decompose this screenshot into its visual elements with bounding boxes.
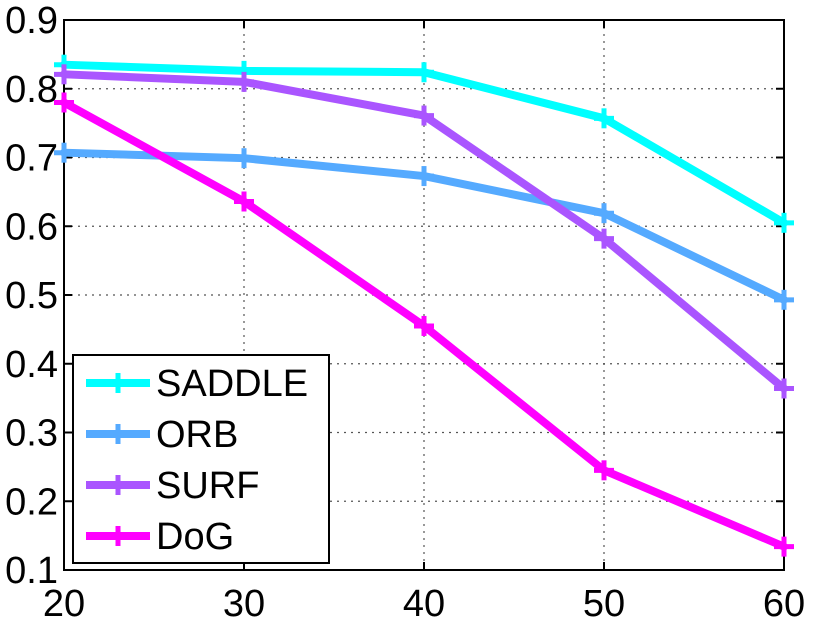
- legend-label-orb: ORB: [156, 414, 238, 456]
- y-tick-label: 0.8: [5, 69, 58, 111]
- y-tick-label: 0.7: [5, 138, 58, 180]
- data-point-saddle: [594, 108, 614, 129]
- legend-item-surf: SURF: [86, 465, 259, 507]
- x-tick-label: 60: [763, 583, 805, 625]
- legend-marker-surf: [108, 475, 128, 495]
- legend: SADDLE ORB SURF DoG: [72, 354, 330, 564]
- data-point-surf: [54, 64, 74, 85]
- data-point-orb: [774, 289, 794, 310]
- data-point-dog: [774, 536, 794, 557]
- data-point-saddle: [774, 212, 794, 233]
- axes: 20 30 40 50 60 0.1 0.2 0.3 0.4 0.5 0.6 0.7 0.8 0.9: [5, 0, 805, 625]
- series-group: [54, 54, 794, 557]
- legend-label-saddle: SADDLE: [156, 363, 308, 405]
- y-tick-label: 0.4: [5, 344, 58, 386]
- data-point-dog: [54, 92, 74, 113]
- x-tick-label: 50: [583, 583, 625, 625]
- y-tick-label: 0.9: [5, 0, 58, 42]
- data-point-saddle: [414, 62, 434, 83]
- data-point-orb: [414, 166, 434, 187]
- y-tick-label: 0.3: [5, 413, 58, 455]
- data-point-surf: [774, 378, 794, 399]
- data-point-surf: [234, 71, 254, 92]
- legend-label-surf: SURF: [156, 465, 259, 507]
- legend-label-dog: DoG: [156, 516, 234, 558]
- y-tick-label: 0.6: [5, 206, 58, 248]
- data-point-surf: [594, 228, 614, 249]
- x-tick-label: 30: [223, 583, 265, 625]
- data-point-orb: [234, 148, 254, 169]
- y-tick-label: 0.2: [5, 481, 58, 523]
- data-point-dog: [414, 315, 434, 336]
- data-point-surf: [414, 105, 434, 126]
- y-tick-label: 0.5: [5, 275, 58, 317]
- legend-item-dog: DoG: [86, 516, 234, 558]
- data-point-dog: [234, 191, 254, 212]
- y-tick-label: 0.1: [5, 550, 58, 592]
- legend-marker-dog: [108, 526, 128, 546]
- legend-marker-saddle: [108, 373, 128, 393]
- legend-item-saddle: SADDLE: [86, 363, 308, 405]
- data-point-orb: [594, 203, 614, 224]
- legend-item-orb: ORB: [86, 414, 238, 456]
- data-point-orb: [54, 142, 74, 163]
- data-point-dog: [594, 460, 614, 481]
- x-tick-label: 20: [43, 583, 85, 625]
- x-tick-label: 40: [403, 583, 445, 625]
- legend-marker-orb: [108, 424, 128, 444]
- series-line-saddle: [60, 60, 788, 227]
